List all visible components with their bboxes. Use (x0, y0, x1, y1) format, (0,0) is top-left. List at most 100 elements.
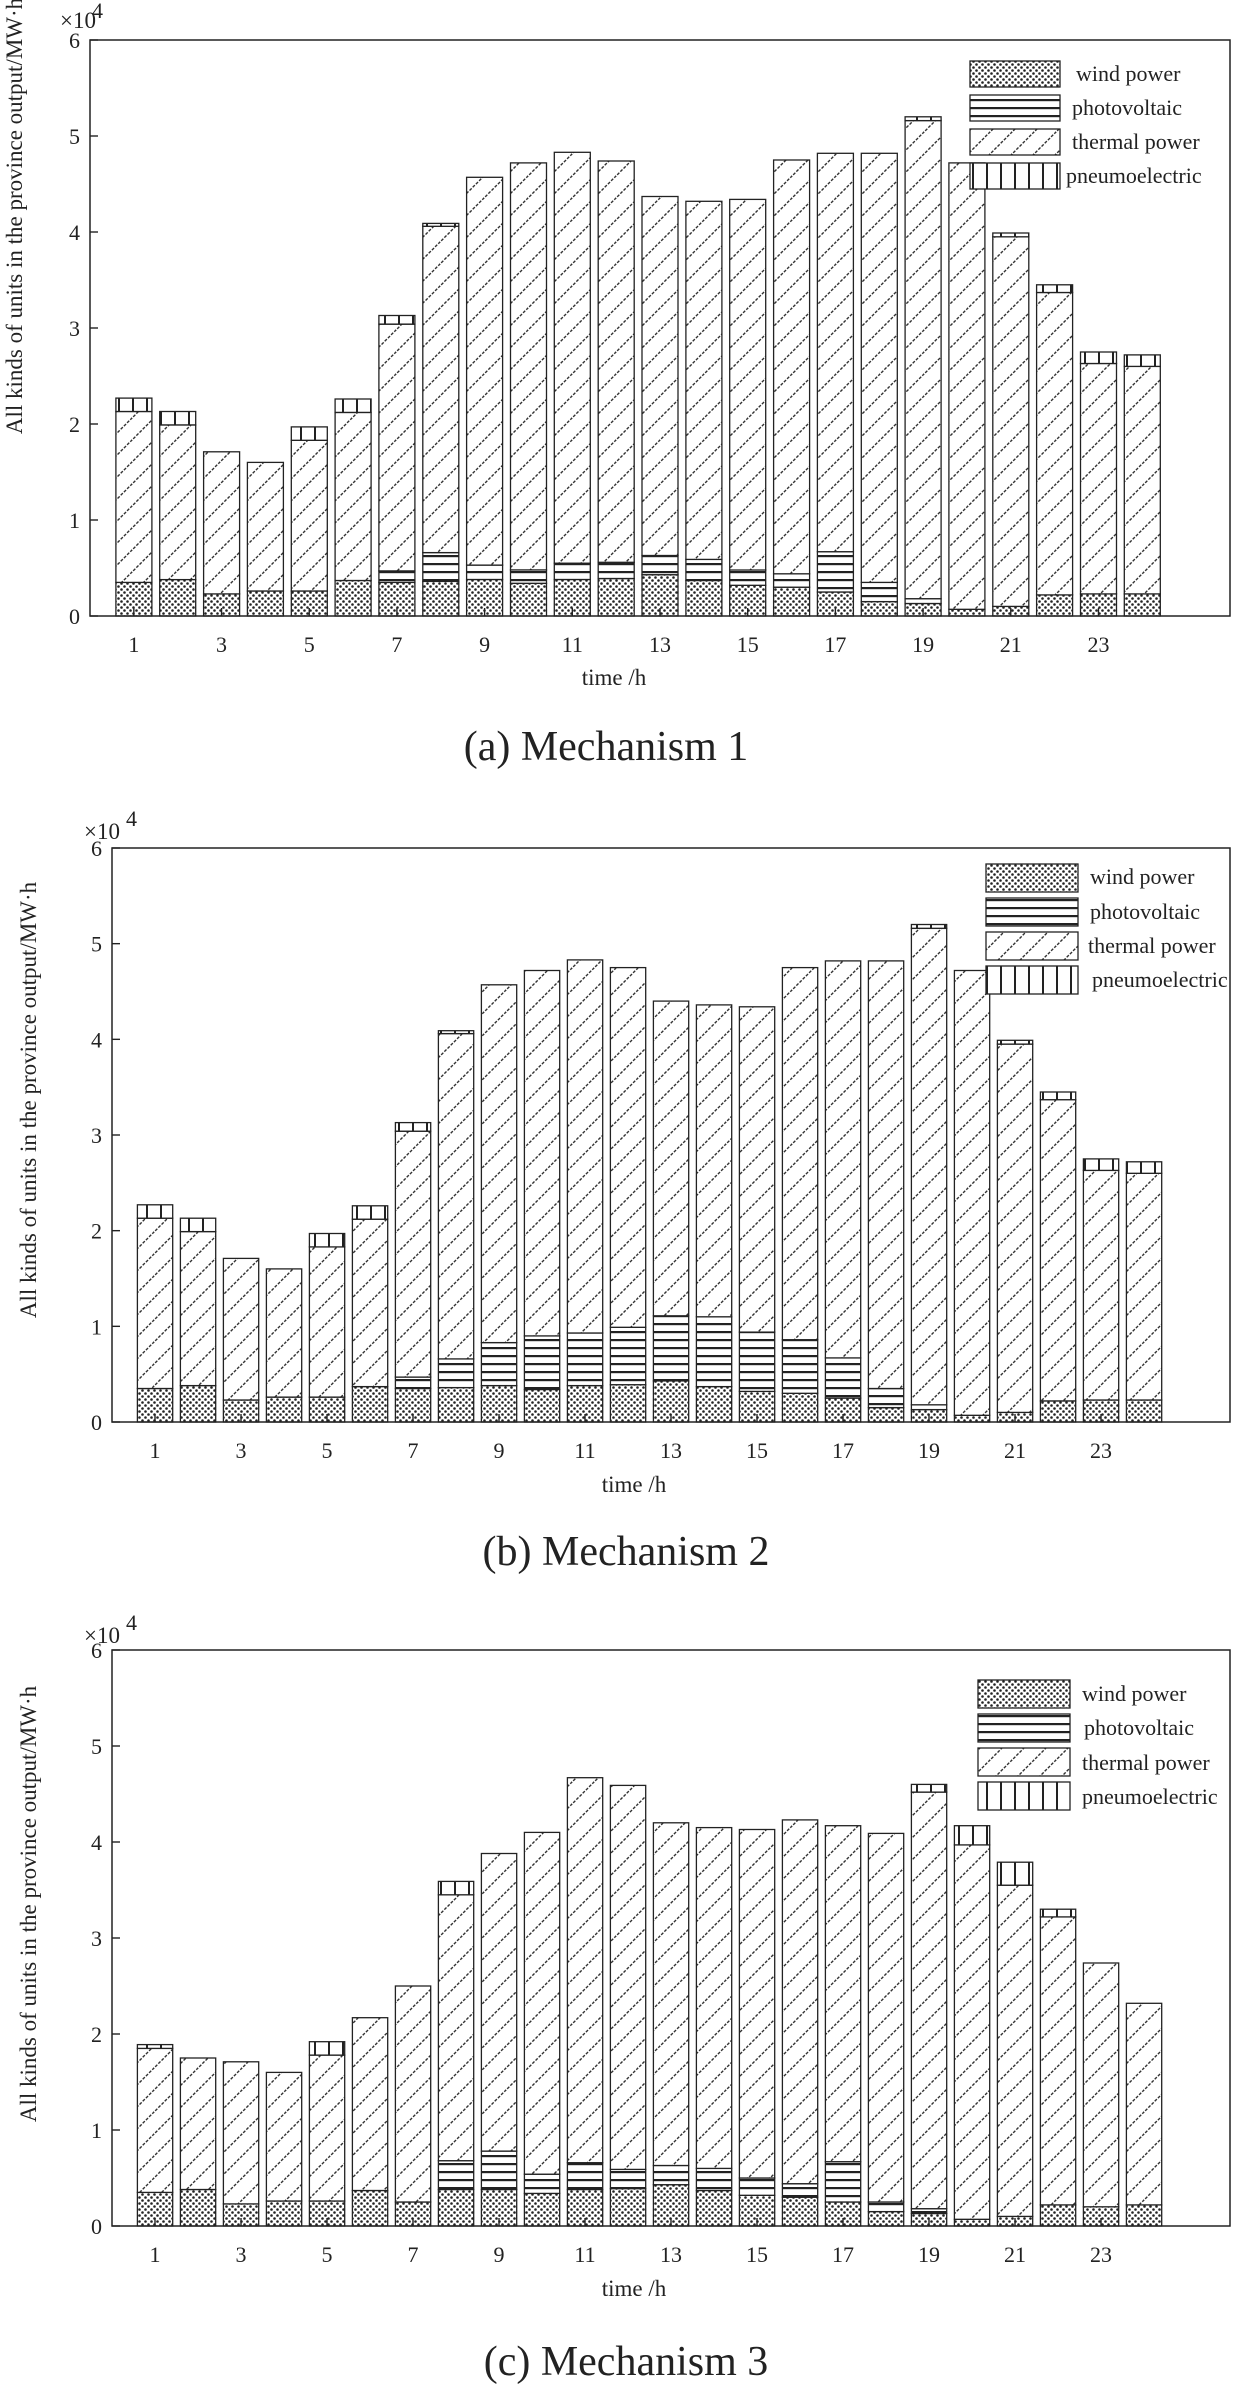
bar-pv-h11 (553, 562, 591, 581)
bar-pneumo-h1 (115, 397, 153, 413)
y-tick-label: 2 (69, 412, 80, 437)
bar-thermal-h6 (351, 1218, 389, 1388)
bar-thermal-h16 (772, 159, 811, 575)
bar-wind-h20 (953, 1414, 991, 1423)
y-tick-label: 6 (91, 1638, 102, 1663)
bar-thermal-h20 (953, 1844, 991, 2220)
x-tick-label: 23 (1090, 1438, 1112, 1463)
legend-label-photovoltaic: photovoltaic (1084, 1715, 1194, 1740)
bar-wind-h24 (1125, 1399, 1163, 1423)
x-tick-label: 21 (1004, 2242, 1026, 2267)
x-tick-label: 15 (737, 632, 759, 657)
bar-thermal-h19 (910, 1791, 948, 2210)
bar-thermal-h7 (394, 1130, 432, 1378)
bar-wind-h20 (948, 608, 986, 617)
bar-pv-h14 (695, 1316, 733, 1388)
x-tick-label: 13 (660, 1438, 682, 1463)
bar-wind-h20 (953, 2218, 991, 2227)
bar-pneumo-h22 (1039, 1091, 1077, 1101)
bar-pv-h8 (422, 551, 460, 583)
bar-pneumo-h7 (378, 314, 416, 325)
y-axis-multiplier: ×10 (60, 8, 96, 33)
y-tick-label: 0 (91, 2214, 102, 2239)
legend-swatch-pneumoelectric (969, 162, 1061, 190)
bar-thermal-h10 (523, 969, 561, 1337)
x-tick-label: 11 (562, 632, 583, 657)
bar-thermal-h3 (222, 2061, 260, 2205)
bar-stack-group (136, 923, 1163, 1423)
legend-label-pneumoelectric: pneumoelectric (1082, 1784, 1218, 1809)
x-tick-label: 21 (1004, 1438, 1026, 1463)
y-tick-label: 4 (91, 1027, 102, 1052)
panel-caption: (a) Mechanism 1 (464, 724, 749, 770)
bar-thermal-h2 (179, 2057, 217, 2191)
x-tick-label: 7 (408, 2242, 419, 2267)
bar-wind-h24 (1123, 593, 1161, 617)
bar-wind-h12 (609, 1384, 647, 1423)
bar-pv-h10 (509, 569, 548, 584)
x-tick-label: 5 (304, 632, 315, 657)
bar-thermal-h6 (351, 2017, 389, 2192)
bar-wind-h10 (509, 582, 548, 617)
bar-pv-h13 (641, 554, 679, 576)
bar-thermal-h22 (1035, 291, 1074, 596)
bar-thermal-h4 (246, 461, 285, 592)
y-axis-multiplier: ×10 (84, 819, 120, 844)
bar-pv-h17 (816, 551, 855, 593)
bar-pv-h8 (437, 1358, 475, 1389)
bar-wind-h18 (867, 1407, 905, 1423)
y-tick-label: 2 (91, 2022, 102, 2047)
bar-wind-h6 (351, 1385, 389, 1423)
bar-pv-h18 (867, 1387, 905, 1409)
y-axis-exponent: 4 (126, 806, 137, 831)
legend: wind power photovoltaic thermal power pn… (969, 60, 1202, 190)
x-tick-label: 11 (574, 1438, 595, 1463)
bar-thermal-h24 (1125, 1172, 1163, 1401)
legend-swatch-pneumoelectric (985, 965, 1079, 995)
bar-pv-h19 (910, 2208, 948, 2215)
legend-swatch-wind-power (985, 863, 1079, 893)
bar-thermal-h21 (996, 1043, 1034, 1414)
bar-pv-h17 (824, 2161, 862, 2203)
bar-pv-h13 (652, 1315, 690, 1382)
bar-thermal-h20 (948, 162, 986, 610)
bar-thermal-h23 (1082, 1169, 1120, 1401)
bar-pv-h9 (480, 1341, 518, 1387)
bar-thermal-h15 (738, 1828, 776, 2179)
x-tick-label: 21 (1000, 632, 1022, 657)
bar-pv-h8 (437, 2160, 475, 2191)
x-tick-label: 19 (918, 1438, 940, 1463)
bar-wind-h8 (437, 1386, 475, 1423)
y-axis-multiplier: ×10 (84, 1623, 120, 1648)
x-tick-label: 3 (236, 1438, 247, 1463)
x-tick-label: 9 (494, 1438, 505, 1463)
bar-pv-h16 (781, 1339, 819, 1394)
x-tick-label: 1 (150, 1438, 161, 1463)
bar-thermal-h14 (695, 1826, 733, 2170)
x-axis-label: time /h (602, 1472, 667, 1497)
bar-thermal-h7 (378, 323, 416, 572)
y-tick-label: 5 (91, 1734, 102, 1759)
x-tick-label: 9 (479, 632, 490, 657)
bar-wind-h7 (394, 2201, 432, 2227)
bar-thermal-h13 (652, 1822, 690, 2167)
x-tick-label: 11 (574, 2242, 595, 2267)
bar-thermal-h11 (566, 959, 604, 1334)
bar-pv-h19 (904, 598, 942, 605)
bar-wind-h18 (860, 600, 898, 617)
x-tick-label: 3 (236, 2242, 247, 2267)
x-tick-label: 17 (832, 2242, 854, 2267)
bar-thermal-h12 (597, 160, 635, 563)
bar-wind-h6 (351, 2189, 389, 2227)
bar-thermal-h8 (437, 1032, 475, 1360)
bar-pv-h12 (597, 561, 635, 580)
bar-wind-h16 (772, 586, 811, 617)
bar-pv-h10 (523, 1335, 561, 1391)
legend-label-wind-power: wind power (1082, 1681, 1187, 1706)
bar-pneumo-h19 (904, 116, 942, 122)
x-axis-label: time /h (582, 665, 647, 690)
bar-thermal-h2 (179, 1230, 217, 1387)
